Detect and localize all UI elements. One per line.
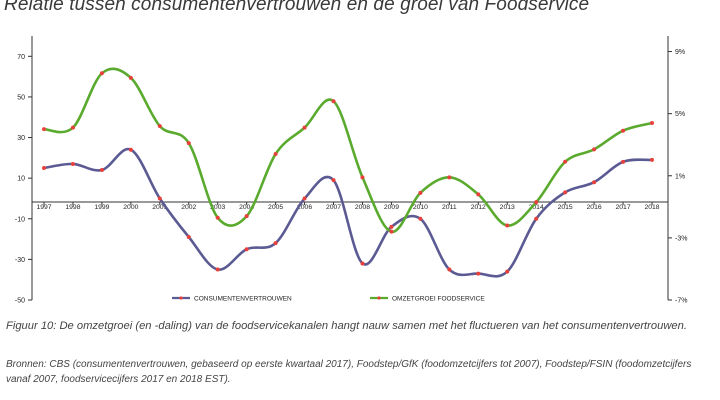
- consumentenvertrouwen-data-point: [563, 190, 568, 195]
- omzetgroei-data-point: [418, 190, 423, 195]
- consumentenvertrouwen-data-point: [418, 216, 423, 221]
- omzetgroei-data-point: [650, 120, 654, 125]
- x-axis-tick-label: 2008: [355, 204, 370, 211]
- consumentenvertrouwen-data-point: [389, 224, 394, 229]
- omzetgroei-data-point: [186, 141, 191, 146]
- x-axis-tick-label: 2000: [123, 204, 138, 211]
- omzetgroei-data-point: [360, 175, 365, 180]
- consumentenvertrouwen-data-point: [447, 267, 452, 272]
- left-axis-tick-label: 50: [17, 94, 25, 101]
- consumentenvertrouwen-data-point: [621, 159, 626, 164]
- chart-title: Relatie tussen consumentenvertrouwen en …: [4, 0, 590, 15]
- consumentenvertrouwen-data-point: [505, 269, 510, 274]
- consumentenvertrouwen-data-point: [70, 161, 75, 166]
- x-axis-tick-label: 2003: [210, 204, 225, 211]
- consumentenvertrouwen-data-point: [534, 216, 539, 221]
- left-axis-tick-label: 70: [17, 54, 25, 61]
- left-axis-tick-label: -50: [15, 298, 25, 305]
- x-axis-tick-label: 2017: [615, 204, 630, 211]
- x-axis-tick-label: 2004: [239, 204, 254, 211]
- x-axis-tick-label: 2001: [152, 204, 167, 211]
- right-axis-tick-label: 9%: [675, 49, 685, 56]
- x-axis-tick-label: 2013: [500, 204, 515, 211]
- omzetgroei-data-point: [592, 147, 597, 152]
- omzetgroei-line: [42, 67, 654, 233]
- consumentenvertrouwen-data-point: [215, 267, 220, 272]
- x-axis-tick-label: 1997: [36, 204, 51, 211]
- omzetgroei-data-point: [447, 175, 452, 180]
- right-axis-tick-label: -7%: [675, 298, 687, 305]
- omzetgroei-data-point: [621, 128, 626, 133]
- legend-omzetgroei-label: OMZETGROEI FOODSERVICE: [392, 296, 485, 303]
- consumentenvertrouwen-data-point: [273, 241, 278, 246]
- omzetgroei-data-point: [128, 75, 133, 80]
- left-axis-tick-label: 10: [17, 176, 25, 183]
- x-axis-tick-label: 2016: [587, 204, 602, 211]
- sources-caption: Bronnen: CBS (consumentenvertrouwen, geb…: [6, 359, 692, 385]
- omzetgroei-data-point: [70, 125, 75, 130]
- x-axis-tick-label: 2018: [644, 204, 659, 211]
- x-axis-tick-label: 2011: [442, 204, 457, 211]
- consumentenvertrouwen-data-point: [360, 261, 365, 266]
- omzetgroei-data-point: [215, 215, 220, 220]
- legend-consumentenvertrouwen-marker: [179, 296, 183, 300]
- x-axis-tick-label: 2012: [471, 204, 486, 211]
- line-chart: -50 -30 -10 10 30 50 70 -7% -3% 1% 5% 9% 1997 1998 199…: [15, 36, 687, 305]
- right-axis-tick-label: -3%: [675, 235, 687, 242]
- omzetgroei-data-point: [157, 124, 162, 129]
- x-axis-tick-label: 1998: [65, 204, 80, 211]
- omzetgroei-data-point: [534, 200, 539, 205]
- omzetgroei-data-point: [99, 71, 104, 76]
- x-axis-tick-label: 1999: [94, 204, 109, 211]
- consumentenvertrouwen-data-point: [476, 271, 481, 276]
- omzetgroei-data-point: [302, 125, 307, 130]
- x-axis-tick-label: 2005: [268, 204, 283, 211]
- consumentenvertrouwen-data-point: [186, 235, 191, 240]
- x-axis-tick-label: 2015: [558, 204, 573, 211]
- omzetgroei-data-point: [244, 214, 249, 219]
- omzetgroei-data-point: [42, 127, 46, 132]
- omzetgroei-data-point: [505, 223, 510, 228]
- x-axis-tick-label: 2009: [384, 204, 399, 211]
- consumentenvertrouwen-data-point: [302, 196, 307, 201]
- omzetgroei-data-point: [273, 152, 278, 157]
- x-axis-tick-label: 2002: [181, 204, 196, 211]
- right-axis-tick-label: 1%: [675, 173, 685, 180]
- consumentenvertrouwen-data-point: [42, 166, 46, 170]
- x-axis-tick-label: 2010: [413, 204, 428, 211]
- omzetgroei-data-point: [476, 192, 481, 197]
- consumentenvertrouwen-data-point: [99, 168, 104, 173]
- legend-consumentenvertrouwen-label: CONSUMENTENVERTROUWEN: [194, 296, 292, 303]
- consumentenvertrouwen-data-point: [592, 180, 597, 185]
- right-axis-tick-label: 5%: [675, 111, 685, 118]
- left-axis-tick-label: 30: [17, 135, 25, 142]
- legend-omzetgroei-marker: [377, 296, 381, 300]
- consumentenvertrouwen-data-point: [244, 247, 249, 252]
- figure-caption: Figuur 10: De omzetgroei (en -daling) va…: [6, 320, 687, 332]
- consumentenvertrouwen-data-point: [650, 157, 654, 162]
- left-axis-tick-label: -10: [15, 216, 25, 223]
- consumentenvertrouwen-data-point: [331, 178, 336, 183]
- x-axis-tick-label: 2014: [529, 204, 544, 211]
- left-axis-tick-label: -30: [15, 257, 25, 264]
- x-axis-tick-label: 2007: [326, 204, 341, 211]
- omzetgroei-data-point: [331, 99, 336, 104]
- consumentenvertrouwen-line: [42, 147, 654, 278]
- x-axis-tick-label: 2006: [297, 204, 312, 211]
- consumentenvertrouwen-data-point: [157, 196, 162, 201]
- omzetgroei-data-point: [563, 159, 568, 164]
- consumentenvertrouwen-data-point: [128, 147, 133, 152]
- omzetgroei-data-point: [389, 229, 394, 234]
